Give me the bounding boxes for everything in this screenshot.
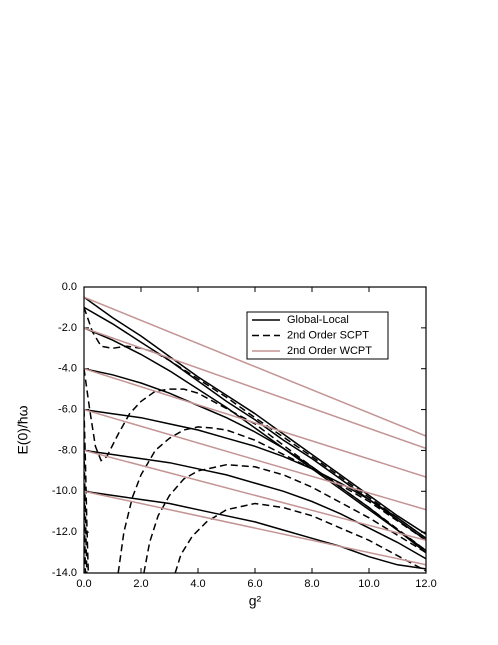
y-tick-label: -8.0 [58, 444, 77, 456]
curve [174, 502, 426, 573]
curve [84, 408, 426, 539]
legend-label: Global-Local [287, 314, 349, 326]
x-tick-label: 4.0 [190, 578, 205, 590]
curve [84, 327, 426, 552]
y-tick-label: -2.0 [58, 322, 77, 334]
curve [84, 449, 426, 542]
curve [84, 449, 426, 560]
y-tick-label: -6.0 [58, 403, 77, 415]
x-tick-label: 2.0 [133, 578, 148, 590]
y-tick-label: 0.0 [62, 281, 77, 293]
legend-label: 2nd Order WCPT [287, 345, 372, 357]
x-tick-label: 10.0 [358, 578, 379, 590]
curve [84, 296, 426, 437]
y-tick-label: -4.0 [58, 363, 77, 375]
curve [84, 367, 426, 478]
legend-label: 2nd Order SCPT [287, 329, 369, 341]
curve [84, 307, 426, 539]
curve [84, 450, 88, 573]
y-tick-label: -14.0 [52, 567, 77, 579]
x-tick-label: 8.0 [304, 578, 319, 590]
x-tick-label: 0.0 [76, 578, 91, 590]
plot-frame [83, 286, 427, 574]
x-axis-label: g² [249, 593, 262, 609]
x-tick-label: 6.0 [247, 578, 262, 590]
y-tick-label: -10.0 [52, 485, 77, 497]
curve [84, 408, 426, 511]
y-tick-label: -12.0 [52, 526, 77, 538]
curve [143, 463, 426, 573]
curve [84, 296, 426, 535]
curve [84, 327, 426, 450]
curve [84, 490, 426, 570]
y-axis-label: E(0)/ħω [15, 405, 31, 454]
curve [117, 426, 426, 573]
x-tick-label: 12.0 [415, 578, 436, 590]
curve [84, 490, 426, 566]
